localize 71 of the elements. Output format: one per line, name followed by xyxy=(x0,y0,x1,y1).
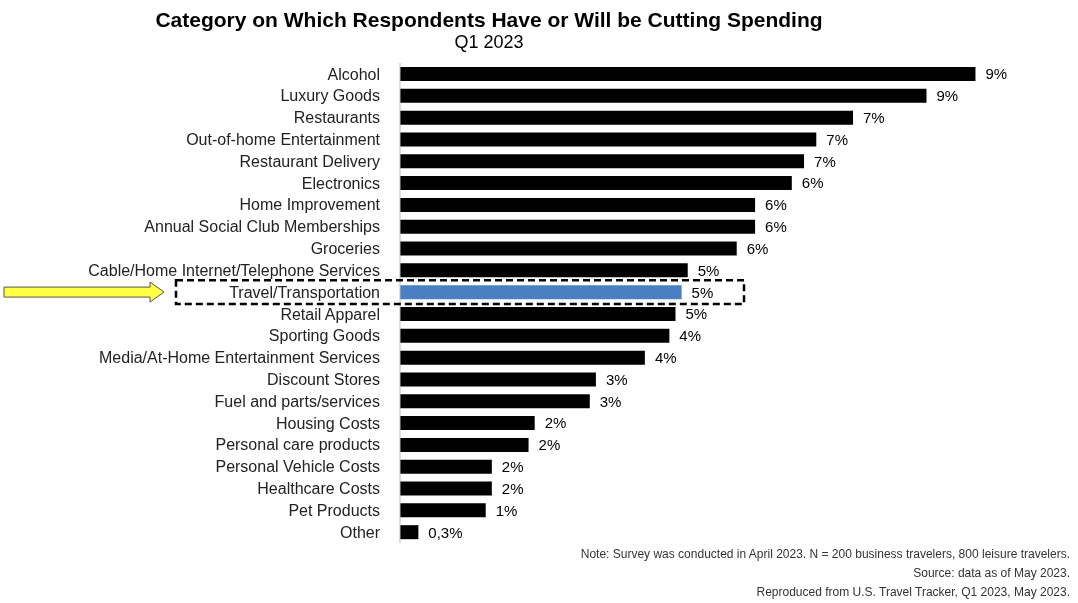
y-tick-label: Personal Vehicle Costs xyxy=(215,458,380,476)
data-label: 5% xyxy=(691,283,714,301)
bar xyxy=(400,154,805,169)
bar xyxy=(400,241,737,256)
bar xyxy=(400,197,756,212)
data-label: 9% xyxy=(936,87,959,105)
chart-subtitle: Q1 2023 xyxy=(453,32,525,53)
bar xyxy=(400,481,492,496)
bar xyxy=(400,219,756,234)
bar xyxy=(400,110,854,125)
y-tick-label: Restaurants xyxy=(293,109,380,127)
y-tick-label: Sporting Goods xyxy=(268,327,380,345)
y-tick-label: Alcohol xyxy=(327,65,380,83)
y-tick-label: Travel/Transportation xyxy=(229,283,380,301)
y-tick-label: Pet Products xyxy=(288,501,380,519)
bar xyxy=(400,132,817,147)
y-tick-label: Home Improvement xyxy=(239,196,381,214)
bar xyxy=(400,503,486,518)
y-tick-label: Other xyxy=(339,523,381,541)
data-label: 1% xyxy=(495,501,518,519)
y-tick-label: Annual Social Club Memberships xyxy=(144,218,380,236)
bar xyxy=(400,350,645,365)
bar xyxy=(400,525,419,540)
bar xyxy=(400,88,927,103)
y-tick-label: Discount Stores xyxy=(267,371,380,389)
data-label: 3% xyxy=(605,370,628,388)
bar xyxy=(400,459,492,474)
data-label: 0,3% xyxy=(428,523,463,541)
data-label: 2% xyxy=(544,414,567,432)
data-label: 7% xyxy=(863,108,885,126)
chart-title: Category on Which Respondents Have or Will be Cutting Spending xyxy=(154,8,824,32)
data-label: 6% xyxy=(765,218,787,236)
data-label: 2% xyxy=(501,458,524,476)
data-label: 2% xyxy=(538,436,561,454)
source-note: Source: data as of May 2023. xyxy=(912,565,1070,582)
y-tick-label: Fuel and parts/services xyxy=(214,392,380,410)
y-tick-label: Out-of-home Entertainment xyxy=(186,131,381,149)
y-tick-label: Groceries xyxy=(310,240,380,258)
data-label: 7% xyxy=(814,152,836,170)
bar xyxy=(400,372,596,387)
data-label: 5% xyxy=(697,261,720,279)
y-tick-label: Electronics xyxy=(301,174,380,192)
y-tick-label: Personal care products xyxy=(215,436,380,454)
data-label: 6% xyxy=(801,174,824,192)
data-label: 3% xyxy=(599,392,622,410)
bar xyxy=(400,263,688,278)
bar xyxy=(400,176,792,191)
data-label: 7% xyxy=(826,130,848,148)
y-tick-label: Restaurant Delivery xyxy=(239,152,380,170)
bar xyxy=(400,328,670,343)
y-tick-label: Cable/Home Internet/Telephone Services xyxy=(88,261,380,279)
text: Reproduced from U.S. Travel Tracker, Q1 2023, May 2023. xyxy=(755,584,1070,601)
data-label: 5% xyxy=(685,305,708,323)
text: Note: Survey was conducted in April 2023. N = 200 business travelers, 800 leisure travelers. xyxy=(579,546,1070,563)
y-tick-label: Luxury Goods xyxy=(280,87,380,105)
bar xyxy=(400,285,682,300)
y-tick-label: Media/At-Home Entertainment Services xyxy=(99,349,380,367)
data-label: 4% xyxy=(654,348,677,366)
data-label: 9% xyxy=(985,65,1008,83)
y-tick-label: Housing Costs xyxy=(275,414,380,432)
data-label: 4% xyxy=(679,327,702,345)
data-label: 2% xyxy=(501,479,524,497)
y-tick-label: Healthcare Costs xyxy=(257,480,380,498)
bar xyxy=(400,307,676,321)
bar xyxy=(400,437,529,452)
bar xyxy=(400,416,535,431)
y-tick-label: Retail Apparel xyxy=(280,305,380,323)
data-label: 6% xyxy=(765,196,787,214)
bar xyxy=(400,67,976,81)
bar xyxy=(400,394,590,409)
data-label: 6% xyxy=(746,239,769,257)
